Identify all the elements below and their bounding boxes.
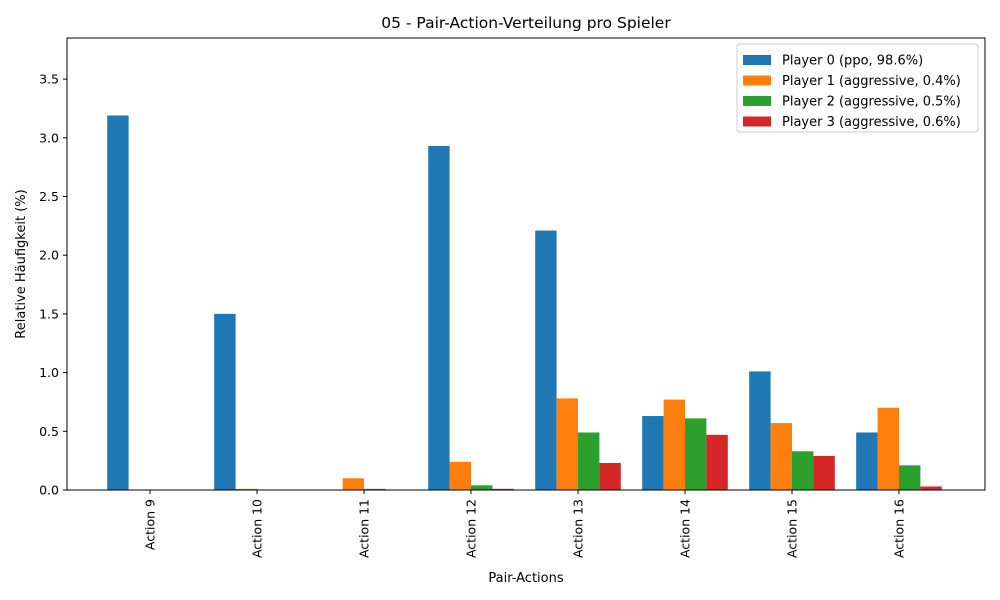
bar [492,488,514,490]
bar [706,434,728,490]
bar [813,455,835,490]
legend: Player 0 (ppo, 98.6%) Player 1 (aggressiv… [736,43,979,133]
y-tick-label: 2.5 [39,189,59,204]
x-tick-label: Action 12 [464,499,479,558]
y-axis-label: Relative Häufigkeit (%) [14,189,29,338]
bar [770,423,792,490]
legend-label: Player 2 (aggressive, 0.5%) [782,95,961,110]
bar [749,371,771,490]
series-0 [107,115,878,491]
series-3 [492,434,942,490]
bar [342,478,364,490]
x-tick-label: Action 13 [571,499,586,558]
plot-frame [66,37,986,491]
bar [792,451,814,490]
bar [107,115,129,490]
bar [556,398,578,490]
legend-swatch [743,55,771,65]
series-1 [235,398,899,490]
bar [578,432,600,490]
series-2 [364,418,921,490]
x-tick-label: Action 11 [357,499,372,558]
chart-title: 05 - Pair-Action-Verteilung pro Spieler [381,14,671,32]
bar [235,488,257,490]
legend-swatch [743,116,771,127]
bar [920,486,942,490]
y-tick-label: 1.0 [39,365,59,380]
legend-label: Player 1 (aggressive, 0.4%) [782,74,961,89]
bar [599,462,621,490]
y-tick-label: 0.0 [39,483,59,498]
x-tick-label: Action 10 [250,499,265,558]
legend-label: Player 3 (aggressive, 0.6%) [782,115,961,130]
bar [642,416,664,490]
x-tick-label: Action 9 [143,499,158,550]
x-tick-label: Action 16 [892,499,907,558]
y-tick-label: 1.5 [39,306,59,321]
bar [428,146,450,491]
bar [685,418,707,490]
y-tick-label: 2.0 [39,248,59,263]
bar [856,432,878,490]
legend-label: Player 0 (ppo, 98.6%) [782,54,923,69]
bar [877,407,899,490]
bar [899,465,921,490]
legend-swatch [743,96,771,106]
y-tick-label: 0.5 [39,424,59,439]
x-axis-label: Pair-Actions [488,571,563,586]
bar [535,230,557,490]
bar [449,461,471,490]
bar [214,313,236,490]
legend-swatch [743,75,771,86]
bar [663,399,685,490]
bar [364,488,386,490]
x-tick-label: Action 14 [678,499,693,558]
legend-box [736,43,979,133]
x-tick-label: Action 15 [785,499,800,558]
bar [471,485,493,490]
y-tick-label: 3.0 [39,130,59,145]
y-tick-label: 3.5 [39,72,59,87]
